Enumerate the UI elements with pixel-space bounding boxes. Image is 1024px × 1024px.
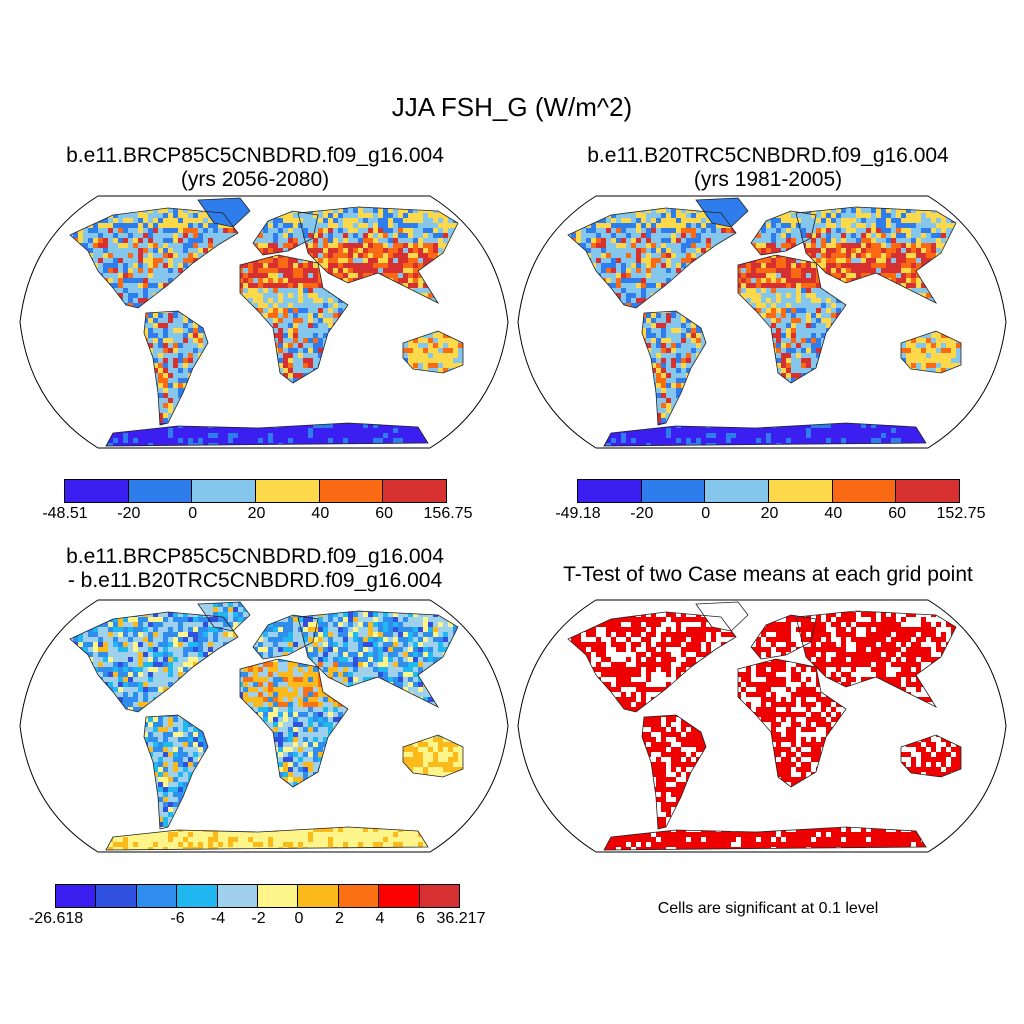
colorbar-tick-label: -26.618 xyxy=(28,910,84,927)
colorbar-tick-label: 6 xyxy=(416,910,425,927)
colorbar-swatch xyxy=(319,480,384,502)
colorbar-swatch xyxy=(578,480,642,502)
colorbar-swatch xyxy=(128,480,193,502)
map-panel-historical xyxy=(517,195,1007,449)
panel-1-title-line1: b.e11.BRCP85C5CNBDRD.f09_g16.004 xyxy=(66,144,444,167)
figure-title: JJA FSH_G (W/m^2) xyxy=(391,92,633,122)
colorbar-historical xyxy=(577,479,960,503)
panel-1-title: b.e11.BRCP85C5CNBDRD.f09_g16.004 (yrs 20… xyxy=(0,144,510,192)
colorbar-tick-label: -20 xyxy=(117,505,141,522)
panel-2-title: b.e11.B20TRC5CNBDRD.f09_g16.004 (yrs 198… xyxy=(512,144,1024,192)
colorbar-swatch xyxy=(258,885,299,907)
panel-4-title: T-Test of two Case means at each grid po… xyxy=(512,563,1024,587)
colorbar-swatch xyxy=(338,885,380,907)
colorbar-swatch xyxy=(56,885,97,907)
panel-3-title-line1: b.e11.BRCP85C5CNBDRD.f09_g16.004 xyxy=(66,545,444,568)
colorbar-tick-label: 60 xyxy=(888,505,907,522)
colorbar-swatch xyxy=(96,885,137,907)
colorbar-swatch xyxy=(177,885,218,907)
colorbar-tick-label: -4 xyxy=(210,910,226,927)
colorbar-tick-label: 20 xyxy=(760,505,779,522)
colorbar-future xyxy=(64,479,447,503)
colorbar-swatch xyxy=(65,480,129,502)
colorbar-tick-label: -2 xyxy=(251,910,266,927)
colorbar-tick-label: 40 xyxy=(824,505,843,522)
colorbar-tick-label: 36.217 xyxy=(436,910,486,927)
colorbar-swatch xyxy=(641,480,706,502)
colorbar-swatch xyxy=(192,480,257,502)
colorbar-swatch xyxy=(217,885,259,907)
colorbar-swatch xyxy=(383,480,447,502)
colorbar-tick-label: -48.51 xyxy=(42,505,88,522)
colorbar-tick-label: 156.75 xyxy=(423,505,473,522)
map-panel-ttest xyxy=(517,599,1007,853)
map-panel-difference xyxy=(19,599,509,853)
panel-3-title: b.e11.BRCP85C5CNBDRD.f09_g16.004 - b.e11… xyxy=(0,545,510,593)
colorbar-tick-label: -49.18 xyxy=(555,505,601,522)
colorbar-swatch xyxy=(136,885,178,907)
colorbar-difference xyxy=(55,884,460,908)
colorbar-tick-label: 20 xyxy=(247,505,266,522)
colorbar-tick-label: 0 xyxy=(188,505,198,522)
colorbar-swatch xyxy=(379,885,420,907)
significance-note: Cells are significant at 0.1 level xyxy=(657,900,879,917)
panel-3-title-line2: - b.e11.B20TRC5CNBDRD.f09_g16.004 xyxy=(67,569,443,592)
panel-4-title-line1: T-Test of two Case means at each grid po… xyxy=(563,563,973,586)
colorbar-swatch xyxy=(769,480,833,502)
panel-2-title-line1: b.e11.B20TRC5CNBDRD.f09_g16.004 xyxy=(587,144,949,167)
colorbar-swatch xyxy=(419,885,460,907)
colorbar-swatch xyxy=(705,480,770,502)
map-panel-future xyxy=(19,195,509,449)
colorbar-swatch xyxy=(896,480,960,502)
colorbar-swatch xyxy=(256,480,320,502)
colorbar-tick-label: 0 xyxy=(701,505,711,522)
colorbar-tick-label: 2 xyxy=(335,910,344,927)
colorbar-swatch xyxy=(832,480,897,502)
colorbar-tick-label: -20 xyxy=(630,505,654,522)
colorbar-swatch xyxy=(298,885,339,907)
colorbar-tick-label: 40 xyxy=(311,505,330,522)
colorbar-tick-label: -6 xyxy=(170,910,185,927)
colorbar-tick-label: 4 xyxy=(375,910,385,927)
panel-2-title-line2: (yrs 1981-2005) xyxy=(693,168,843,191)
colorbar-tick-label: 0 xyxy=(294,910,304,927)
colorbar-tick-label: 152.75 xyxy=(936,505,986,522)
colorbar-tick-label: 60 xyxy=(375,505,394,522)
panel-1-title-line2: (yrs 2056-2080) xyxy=(180,168,330,191)
